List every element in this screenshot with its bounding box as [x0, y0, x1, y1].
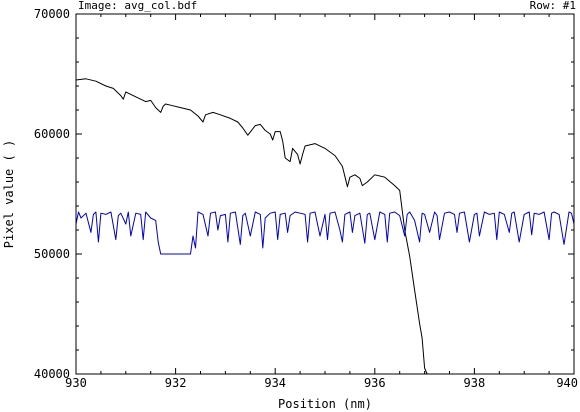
x-tick-label: 936 [364, 376, 386, 390]
x-tick-label: 932 [165, 376, 187, 390]
y-tick-label: 60000 [34, 127, 70, 141]
series-layer [75, 78, 575, 375]
axes-frame [75, 13, 575, 375]
x-tick-label: 930 [65, 376, 87, 390]
series-line-2 [75, 211, 575, 255]
y-axis-label: Pixel value ( ) [2, 140, 16, 248]
x-axis-label: Position (nm) [278, 397, 372, 411]
y-tick-label: 70000 [34, 7, 70, 21]
x-tick-label: 934 [264, 376, 286, 390]
y-tick-label: 40000 [34, 367, 70, 381]
ticks-layer: 930 932 934 936 938 940 40000 50000 60000 70000 [34, 7, 578, 390]
image-label: Image: avg_col.bdf [78, 0, 198, 12]
x-tick-label: 940 [556, 376, 578, 390]
row-label: Row: #1 [529, 0, 576, 12]
series-line-1 [75, 78, 428, 375]
y-tick-label: 50000 [34, 247, 70, 261]
x-tick-label: 938 [464, 376, 486, 390]
